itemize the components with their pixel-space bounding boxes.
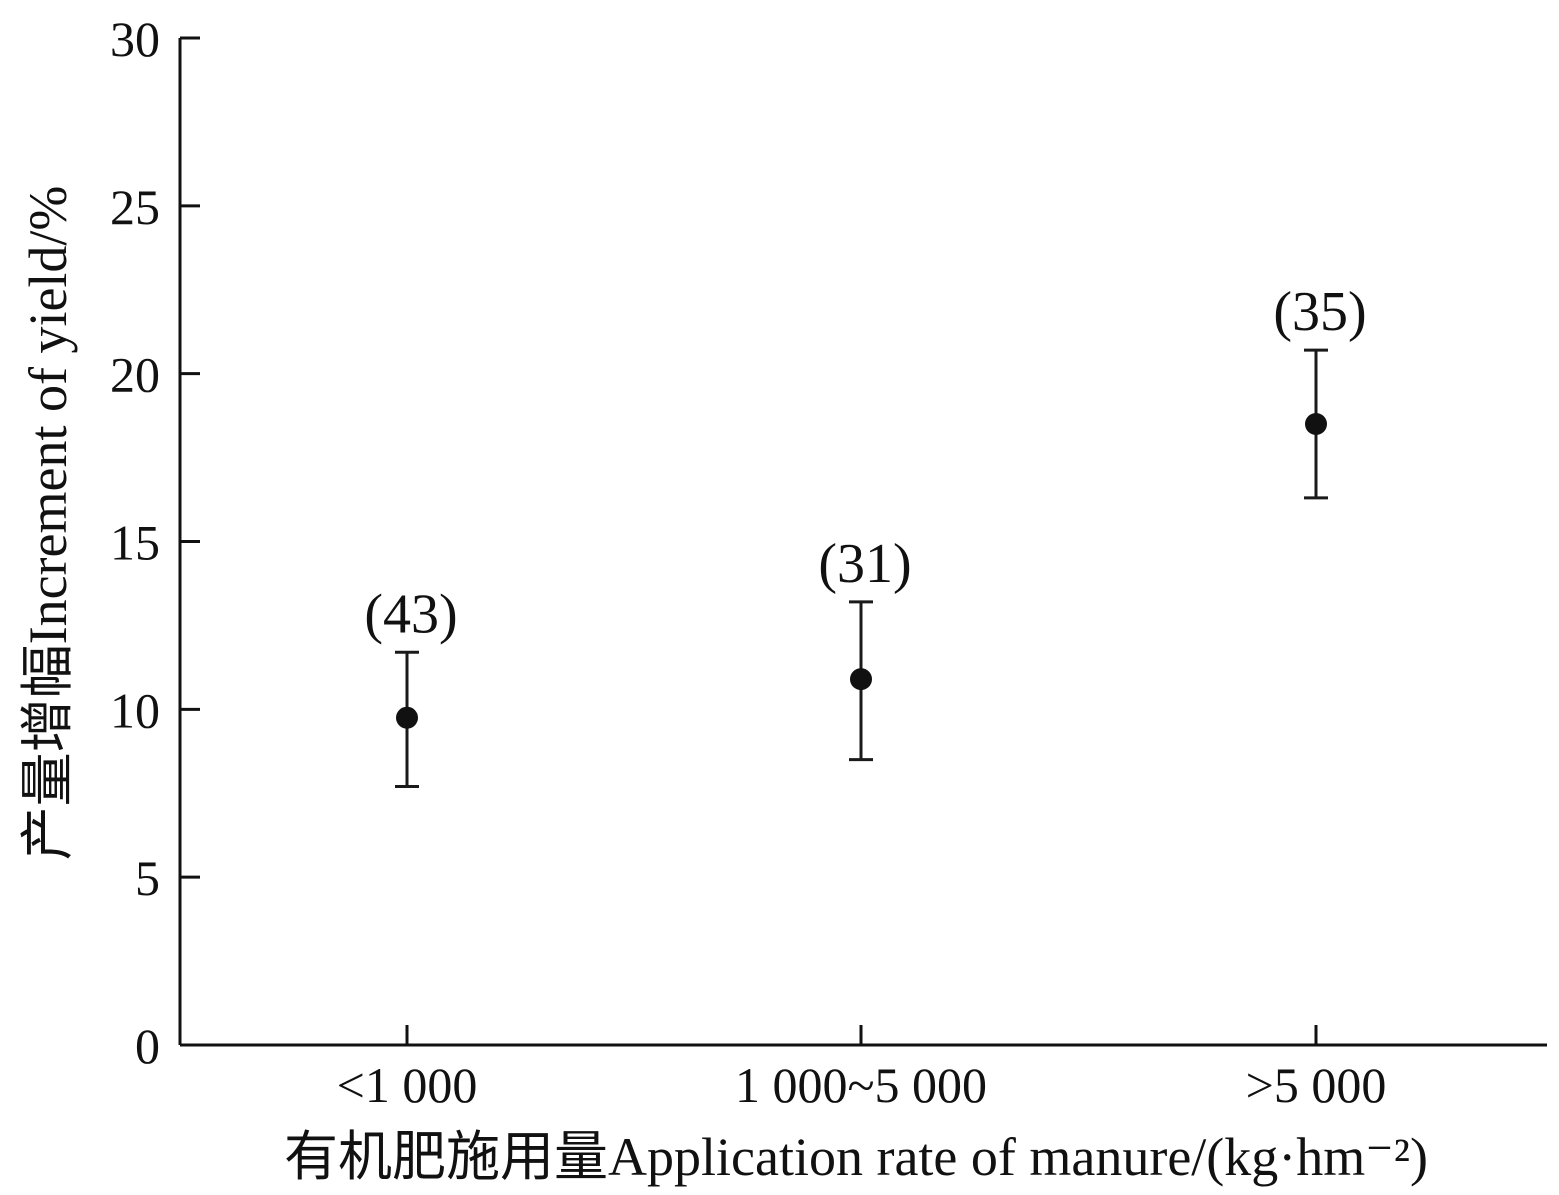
y-tick-label: 15 [110, 515, 160, 571]
y-tick-label: 30 [110, 11, 160, 67]
x-tick-label: <1 000 [337, 1057, 478, 1113]
data-point [1305, 413, 1327, 436]
y-tick-label: 25 [110, 179, 160, 235]
data-point [850, 668, 872, 691]
sample-size-label: (35) [1273, 281, 1366, 343]
x-ticks: <1 000 1 000~5 000 >5 000 [337, 1025, 1387, 1113]
y-tick-label: 0 [135, 1018, 160, 1074]
data-point [396, 706, 418, 729]
x-tick-label: 1 000~5 000 [735, 1057, 987, 1113]
sample-size-label: (31) [818, 533, 911, 595]
y-tick-label: 10 [110, 682, 160, 738]
sample-size-label: (43) [364, 583, 457, 645]
x-axis-title: 有机肥施用量Application rate of manure/(kg·hm⁻… [284, 1127, 1428, 1187]
y-ticks: 0 5 10 15 20 25 30 [110, 11, 200, 1074]
y-tick-label: 20 [110, 347, 160, 403]
x-tick-label: >5 000 [1246, 1057, 1387, 1113]
y-axis-title: 产量增幅Increment of yield/% [18, 186, 78, 861]
data-marks: (43) (31) (35) [364, 281, 1367, 789]
y-tick-label: 5 [135, 850, 160, 906]
